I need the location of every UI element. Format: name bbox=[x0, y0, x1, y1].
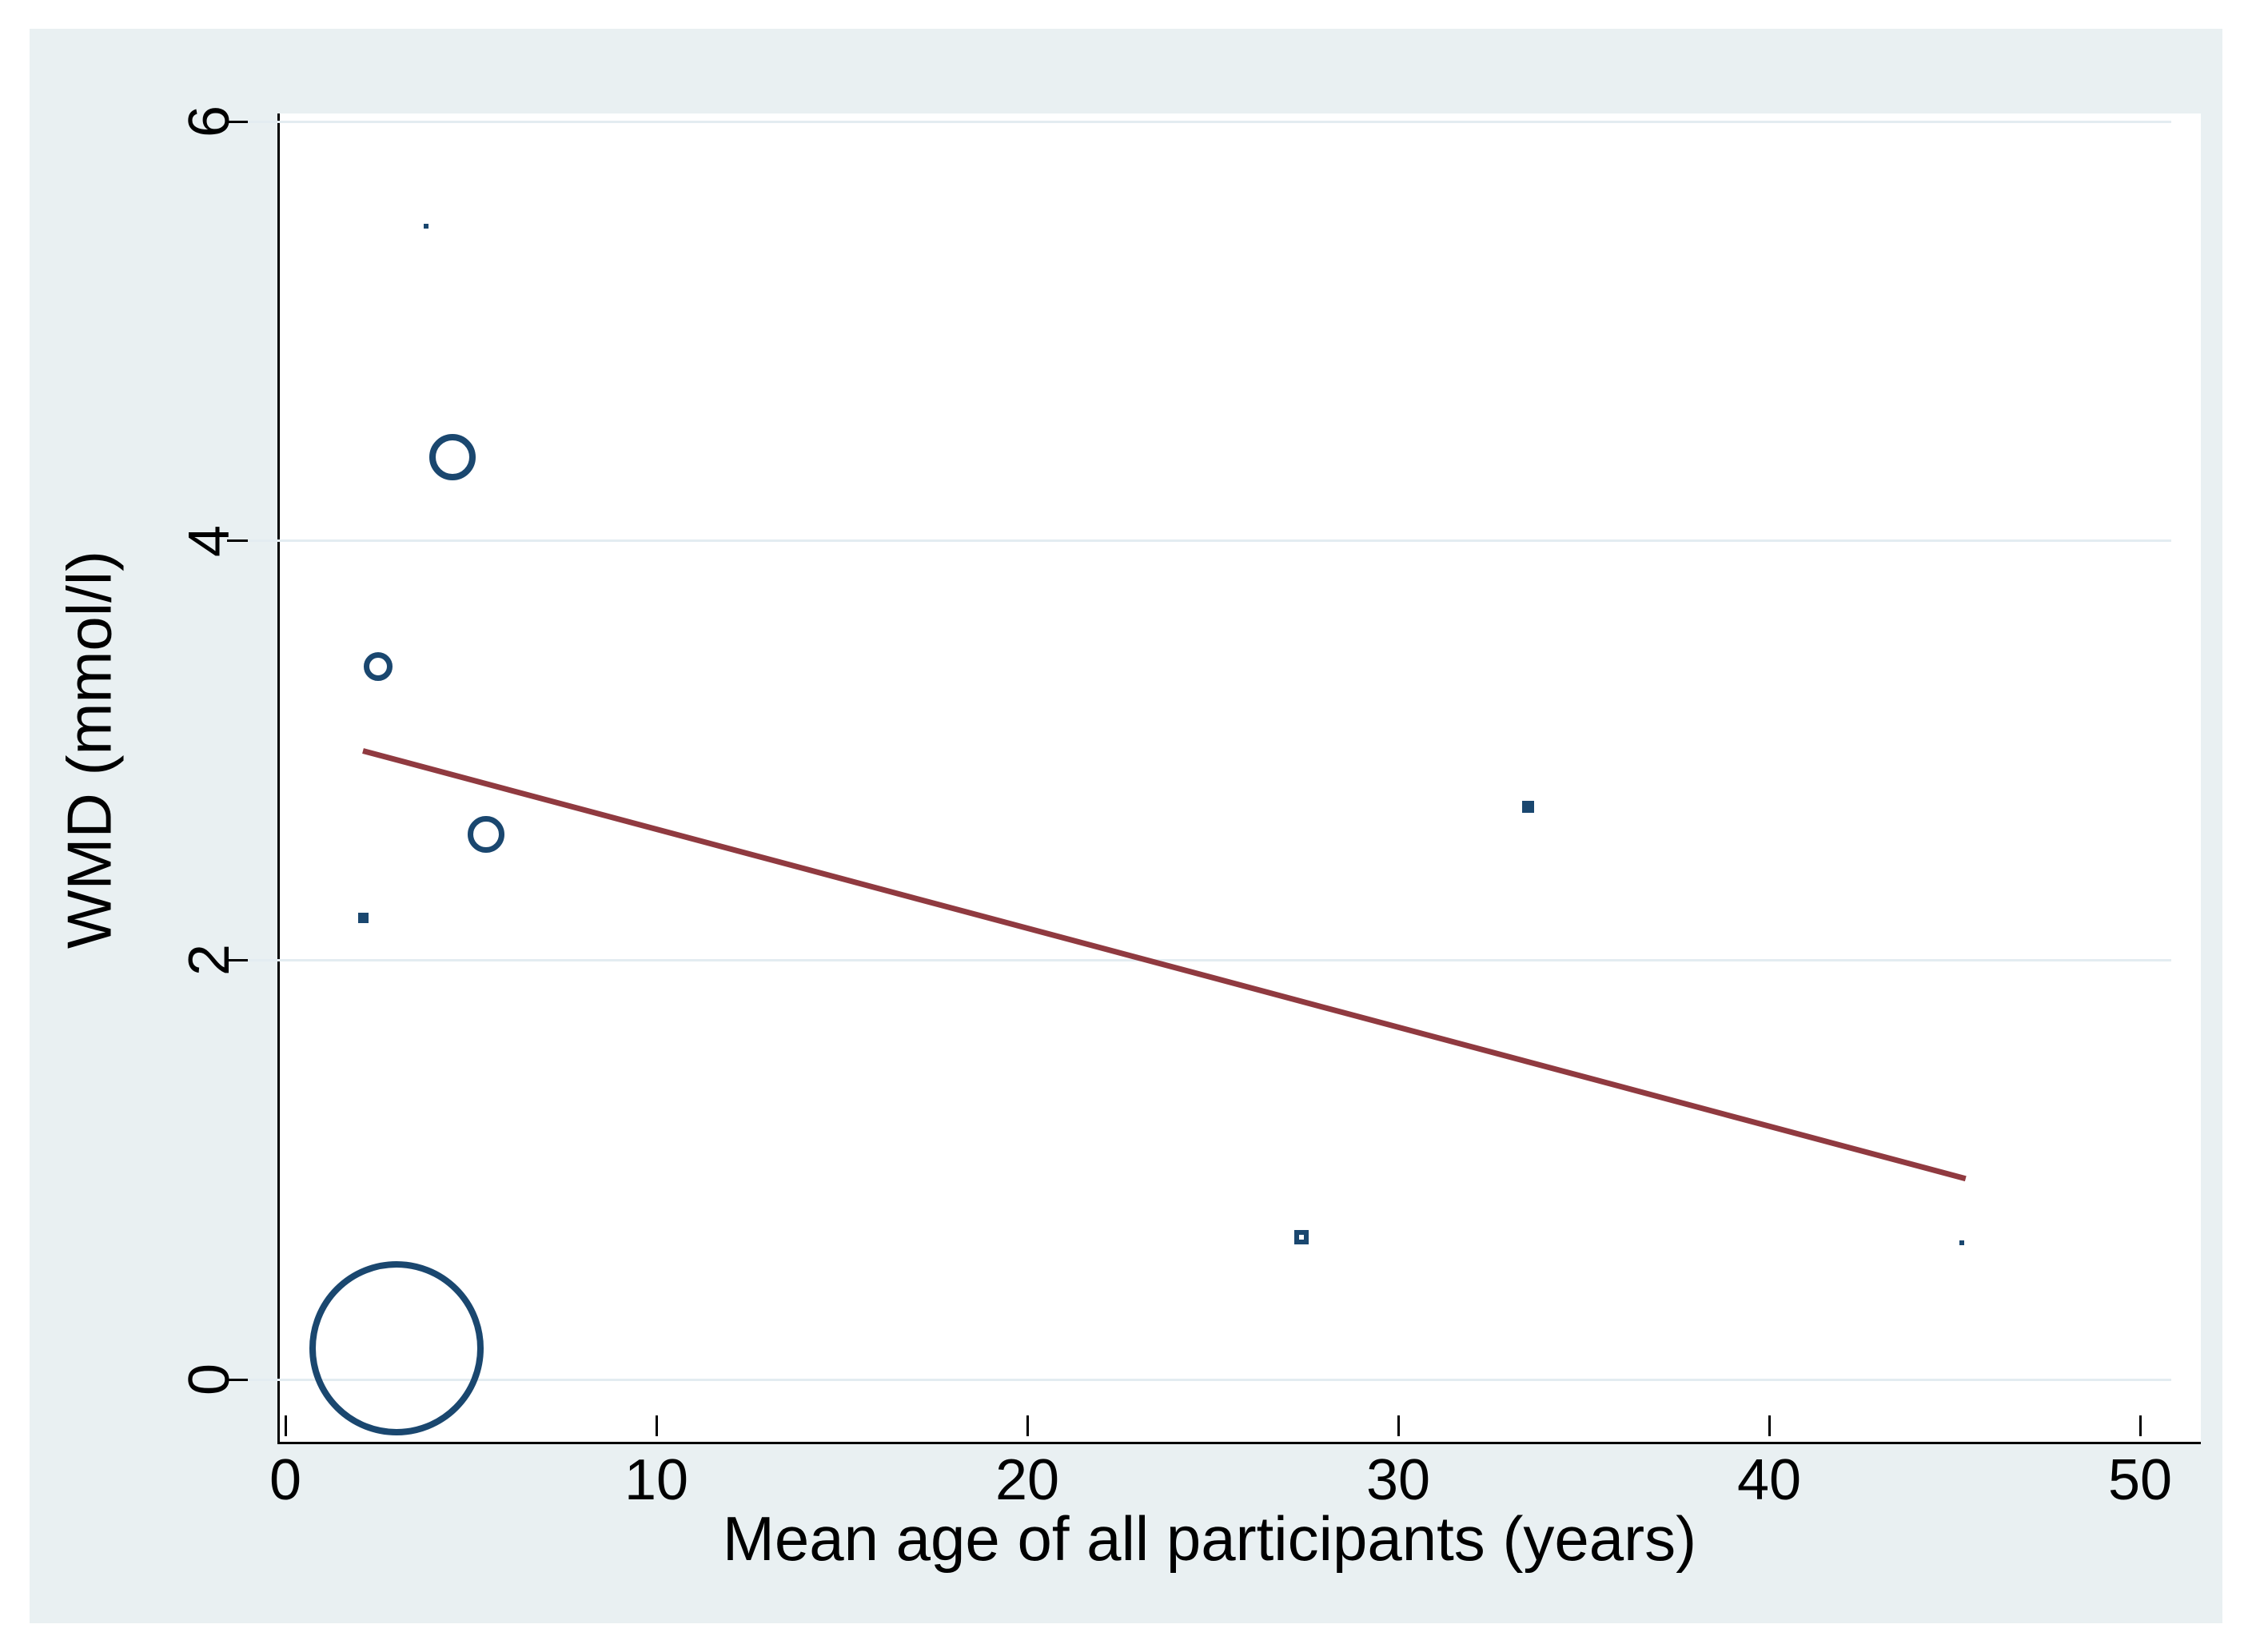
x-tick-mark bbox=[1768, 1415, 1771, 1436]
x-tick-label: 0 bbox=[269, 1448, 302, 1512]
y-tick-mark bbox=[227, 958, 248, 961]
data-bubble bbox=[309, 1260, 484, 1435]
x-tick-label: 40 bbox=[1736, 1448, 1802, 1512]
data-bubble bbox=[428, 433, 476, 480]
data-bubble bbox=[357, 913, 369, 924]
data-bubble bbox=[424, 224, 429, 229]
y-tick-label: 4 bbox=[177, 524, 241, 557]
gridline bbox=[248, 1378, 2171, 1381]
x-tick-mark bbox=[655, 1415, 658, 1436]
data-bubble bbox=[1521, 801, 1534, 814]
gridline bbox=[248, 958, 2171, 961]
x-tick-mark bbox=[1026, 1415, 1029, 1436]
y-tick-label: 2 bbox=[177, 944, 241, 977]
x-tick-mark bbox=[2138, 1415, 2142, 1436]
y-tick-label: 0 bbox=[177, 1363, 241, 1396]
x-tick-label: 20 bbox=[994, 1448, 1060, 1512]
x-tick-mark bbox=[1397, 1415, 1400, 1436]
y-tick-mark bbox=[227, 539, 248, 543]
gridline bbox=[248, 120, 2171, 123]
x-tick-label: 50 bbox=[2107, 1448, 2173, 1512]
data-bubble bbox=[1959, 1240, 1965, 1246]
y-tick-mark bbox=[227, 120, 248, 123]
data-bubble bbox=[364, 652, 393, 682]
y-tick-mark bbox=[227, 1378, 248, 1381]
x-axis-title: Mean age of all participants (years) bbox=[722, 1503, 1697, 1574]
data-bubble bbox=[1294, 1229, 1309, 1244]
y-tick-label: 6 bbox=[177, 105, 241, 138]
x-tick-label: 10 bbox=[624, 1448, 689, 1512]
gridline bbox=[248, 539, 2171, 543]
data-bubble bbox=[467, 815, 504, 853]
y-axis-title: WMD (mmol/l) bbox=[54, 550, 125, 949]
x-tick-mark bbox=[284, 1415, 287, 1436]
x-tick-label: 30 bbox=[1365, 1448, 1431, 1512]
plot-area bbox=[277, 113, 2201, 1444]
